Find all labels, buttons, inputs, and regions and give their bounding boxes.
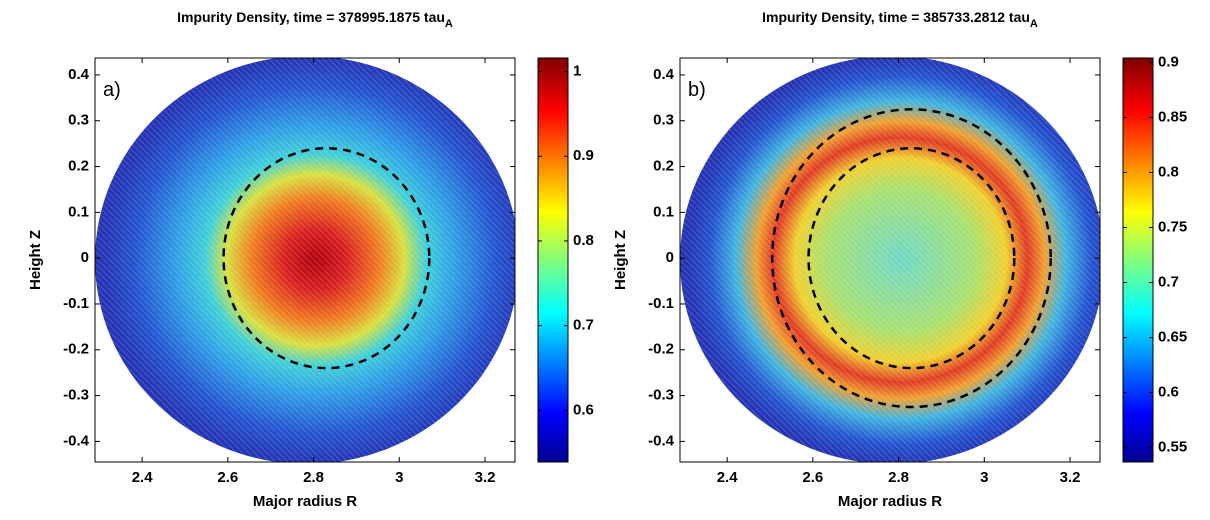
x-tick-label: 2.8 (303, 469, 324, 486)
y-tick-label: -0.3 (63, 387, 89, 404)
y-tick-label: -0.2 (63, 341, 89, 358)
y-tick-label: 0 (666, 249, 674, 266)
field-texture (95, 58, 515, 462)
colorbar-tick-label: 0.8 (573, 232, 594, 249)
y-tick-label: 0.4 (68, 66, 90, 83)
x-tick-label: 2.6 (802, 469, 823, 486)
x-tick-label: 2.4 (132, 469, 154, 486)
colorbar-tick-label: 0.7 (1158, 274, 1179, 291)
x-tick-label: 2.8 (888, 469, 909, 486)
chart-title: Impurity Density, time = 378995.1875 tau… (177, 9, 453, 30)
y-tick-label: 0 (81, 249, 89, 266)
title-text: Impurity Density, time = 385733.2812 tau (762, 9, 1030, 25)
panel-label: a) (103, 79, 121, 101)
dashed-circle (770, 108, 1052, 409)
y-tick-label: 0.2 (68, 158, 89, 175)
y-tick-label: 0.3 (68, 112, 89, 129)
x-tick-label: 3.2 (1060, 469, 1081, 486)
plot-area (680, 58, 1100, 462)
x-tick-label: 2.6 (217, 469, 238, 486)
colorbar-tick-label: 0.85 (1158, 108, 1187, 125)
colorbar-tick-label: 0.6 (1158, 384, 1179, 401)
axes-frame (679, 57, 1101, 463)
colorbar-tick-label: 1 (573, 63, 581, 80)
x-tick-label: 2.4 (717, 469, 739, 486)
y-tick-label: -0.4 (63, 432, 90, 449)
y-tick-label: -0.3 (648, 387, 674, 404)
y-tick-label: 0.2 (653, 158, 674, 175)
colorbar-tick-label: 0.65 (1158, 329, 1187, 346)
y-tick-label: 0.4 (653, 66, 675, 83)
y-tick-label: 0.1 (68, 203, 89, 220)
x-tick-label: 3.2 (475, 469, 496, 486)
colorbar-tick-label: 0.9 (1158, 53, 1179, 70)
colorbar-tick-label: 0.75 (1158, 218, 1187, 235)
y-tick-label: 0.1 (653, 203, 674, 220)
y-axis-label: Height Z (612, 230, 629, 290)
axes-frame (94, 57, 516, 463)
colorbar-tick-label: 0.7 (573, 317, 594, 334)
dashed-circle (222, 146, 431, 370)
plot-area (95, 58, 515, 462)
y-tick-label: -0.1 (63, 295, 89, 312)
title-subscript: A (445, 18, 453, 30)
colorbar-tick-label: 0.6 (573, 401, 594, 418)
title-subscript: A (1030, 18, 1038, 30)
dashed-circle (807, 146, 1016, 370)
colorbar-tick-label: 0.55 (1158, 439, 1187, 456)
colorbar-tick-label: 0.9 (573, 147, 594, 164)
colorbar (537, 57, 569, 463)
y-tick-label: -0.1 (648, 295, 674, 312)
colorbar (1122, 57, 1154, 463)
panel-label: b) (688, 79, 706, 101)
x-axis-label: Major radius R (253, 493, 357, 510)
chart-title: Impurity Density, time = 385733.2812 tau… (762, 9, 1038, 30)
title-text: Impurity Density, time = 378995.1875 tau (177, 9, 445, 25)
field-texture (680, 58, 1100, 462)
x-tick-label: 3 (980, 469, 988, 486)
y-tick-label: -0.4 (648, 432, 675, 449)
y-tick-label: -0.2 (648, 341, 674, 358)
colorbar-tick-label: 0.8 (1158, 163, 1179, 180)
y-tick-label: 0.3 (653, 112, 674, 129)
x-tick-label: 3 (395, 469, 403, 486)
x-axis-label: Major radius R (838, 493, 942, 510)
y-axis-label: Height Z (27, 230, 44, 290)
